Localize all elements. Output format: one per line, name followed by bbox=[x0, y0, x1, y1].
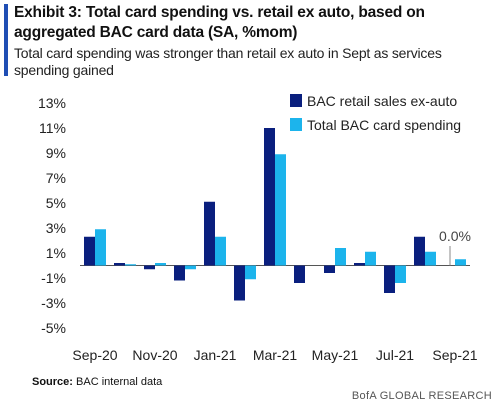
x-axis: Sep-20 Nov-20 Jan-21 Mar-21 May-21 Jul-21 Sep-… bbox=[72, 347, 477, 363]
legend-swatch bbox=[290, 118, 302, 131]
y-axis: 13% 11% 9% 7% 5% 3% 1% -1% -3% -5% bbox=[38, 95, 66, 336]
x-tick-label: Nov-20 bbox=[132, 347, 177, 363]
bar-card-may-21 bbox=[335, 248, 346, 266]
bar-card-jun-21 bbox=[365, 251, 376, 266]
y-tick-label: 5% bbox=[46, 195, 66, 211]
bar-card-feb-21 bbox=[245, 265, 256, 280]
bar-retail-jun-21 bbox=[354, 263, 365, 266]
bar-card-jan-21 bbox=[215, 236, 226, 266]
bar-card-aug-21 bbox=[425, 251, 436, 266]
bar-card-nov-20 bbox=[155, 263, 166, 266]
y-tick-label: 13% bbox=[38, 95, 66, 111]
bar-retail-dec-20 bbox=[174, 265, 185, 281]
y-tick-label: 3% bbox=[46, 220, 66, 236]
chart-header: Exhibit 3: Total card spending vs. retai… bbox=[0, 0, 500, 80]
bar-retail-may-21 bbox=[324, 265, 335, 273]
x-tick-label: Jul-21 bbox=[376, 347, 414, 363]
source-label: Source: bbox=[32, 376, 73, 388]
annotation: 0.0% bbox=[439, 228, 471, 266]
data-label-sep-21: 0.0% bbox=[439, 228, 471, 244]
bar-card-jul-21 bbox=[395, 265, 406, 283]
legend-label: BAC retail sales ex-auto bbox=[307, 93, 457, 109]
bar-retail-nov-20 bbox=[144, 265, 155, 270]
source-note: Source: BAC internal data bbox=[32, 376, 162, 388]
y-tick-label: 9% bbox=[46, 145, 66, 161]
source-text: BAC internal data bbox=[76, 376, 163, 388]
bar-retail-sep-20 bbox=[84, 236, 95, 266]
x-tick-label: Mar-21 bbox=[253, 347, 298, 363]
legend-swatch bbox=[290, 94, 302, 107]
bar-retail-feb-21 bbox=[234, 265, 245, 301]
bar-card-oct-20 bbox=[125, 264, 136, 266]
brand-logo-text: BofA GLOBAL RESEARCH bbox=[351, 390, 492, 402]
y-tick-label: -5% bbox=[41, 320, 66, 336]
legend-label: Total BAC card spending bbox=[307, 117, 461, 133]
chart-title: Exhibit 3: Total card spending vs. retai… bbox=[14, 4, 425, 41]
x-tick-label: Sep-20 bbox=[72, 347, 117, 363]
bar-chart: 13% 11% 9% 7% 5% 3% 1% -1% -3% -5% Sep-20 Nov-20 Ja… bbox=[38, 93, 478, 363]
bar-retail-mar-21 bbox=[264, 128, 275, 266]
y-tick-label: 11% bbox=[39, 120, 66, 136]
legend: BAC retail sales ex-auto Total BAC card s… bbox=[290, 93, 461, 133]
bar-card-sep-20 bbox=[95, 229, 106, 266]
y-tick-label: 7% bbox=[46, 170, 66, 186]
bar-retail-apr-21 bbox=[294, 265, 305, 283]
chart-subtitle: Total card spending was stronger than re… bbox=[14, 45, 442, 78]
y-tick-label: 1% bbox=[46, 245, 66, 261]
x-tick-label: Jan-21 bbox=[194, 347, 237, 363]
bar-card-sep-21 bbox=[455, 259, 466, 266]
chart-footer: Source: BAC internal data BofA GLOBAL RE… bbox=[0, 368, 500, 411]
bar-retail-jul-21 bbox=[384, 265, 395, 293]
x-tick-label: May-21 bbox=[312, 347, 359, 363]
bar-retail-aug-21 bbox=[414, 236, 425, 266]
y-tick-label: -3% bbox=[41, 295, 66, 311]
x-tick-label: Sep-21 bbox=[432, 347, 477, 363]
y-tick-label: -1% bbox=[41, 270, 66, 286]
bar-card-mar-21 bbox=[275, 154, 286, 266]
bar-card-dec-20 bbox=[185, 265, 196, 270]
header-accent-bar bbox=[4, 4, 8, 76]
bar-retail-oct-20 bbox=[114, 263, 125, 266]
bar-retail-jan-21 bbox=[204, 201, 215, 266]
bars bbox=[84, 128, 466, 301]
